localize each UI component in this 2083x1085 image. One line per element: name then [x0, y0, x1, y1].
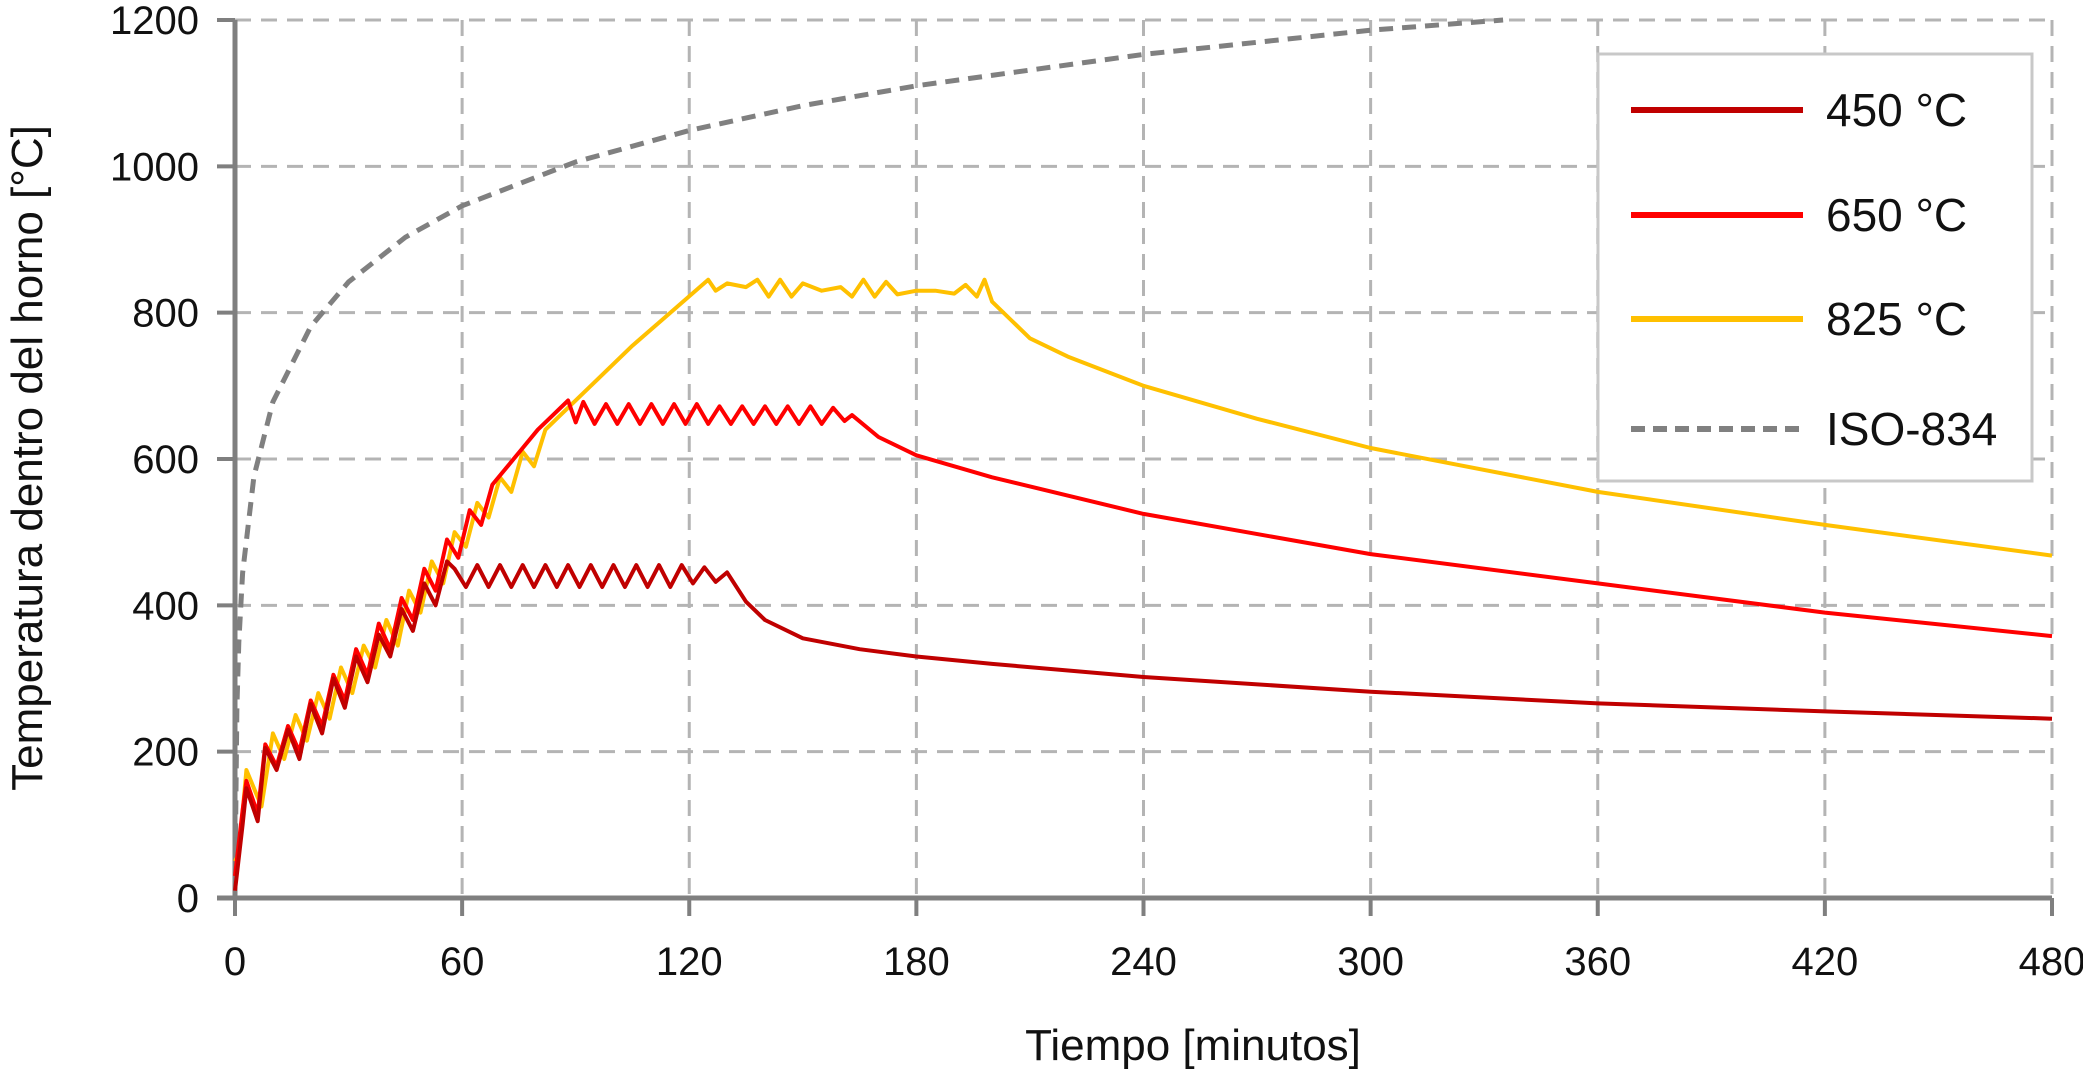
legend-label: ISO-834: [1826, 403, 1997, 455]
x-tick-label: 360: [1564, 940, 1631, 984]
y-tick-label: 800: [132, 292, 199, 336]
x-tick-label: 240: [1110, 940, 1177, 984]
legend-label: 450 °C: [1826, 84, 1967, 136]
x-axis-title: Tiempo [minutos]: [1025, 1021, 1361, 1070]
x-tick-label: 0: [224, 940, 246, 984]
series-line-iso-834: [232, 17, 1504, 884]
y-tick-label: 0: [177, 877, 199, 921]
y-tick-label: 1000: [110, 145, 199, 189]
x-tick-label: 420: [1792, 940, 1859, 984]
y-tick-label: 600: [132, 438, 199, 482]
y-tick-label: 400: [132, 584, 199, 628]
legend: 450 °C 650 °C 825 °C ISO-834: [1596, 52, 2034, 483]
legend-label: 825 °C: [1826, 293, 1967, 345]
tick-labels: 0 200 400 600 800 1000 1200 0 60 120 180 240 300 360 4…: [110, 0, 2083, 984]
y-tick-label: 200: [132, 731, 199, 775]
x-tick-label: 300: [1337, 940, 1404, 984]
x-tick-label: 120: [656, 940, 723, 984]
x-tick-label: 180: [883, 940, 950, 984]
series-line-450-c: [233, 559, 2053, 891]
y-axis-title: Temperatura dentro del horno [°C]: [3, 125, 52, 791]
legend-box: [1596, 52, 2034, 483]
legend-label: 650 °C: [1826, 189, 1967, 241]
x-tick-label: 480: [2019, 940, 2083, 984]
axes: [217, 18, 2054, 916]
y-tick-label: 1200: [110, 0, 199, 43]
x-tick-label: 60: [440, 940, 485, 984]
plot-area: [232, 17, 2053, 891]
